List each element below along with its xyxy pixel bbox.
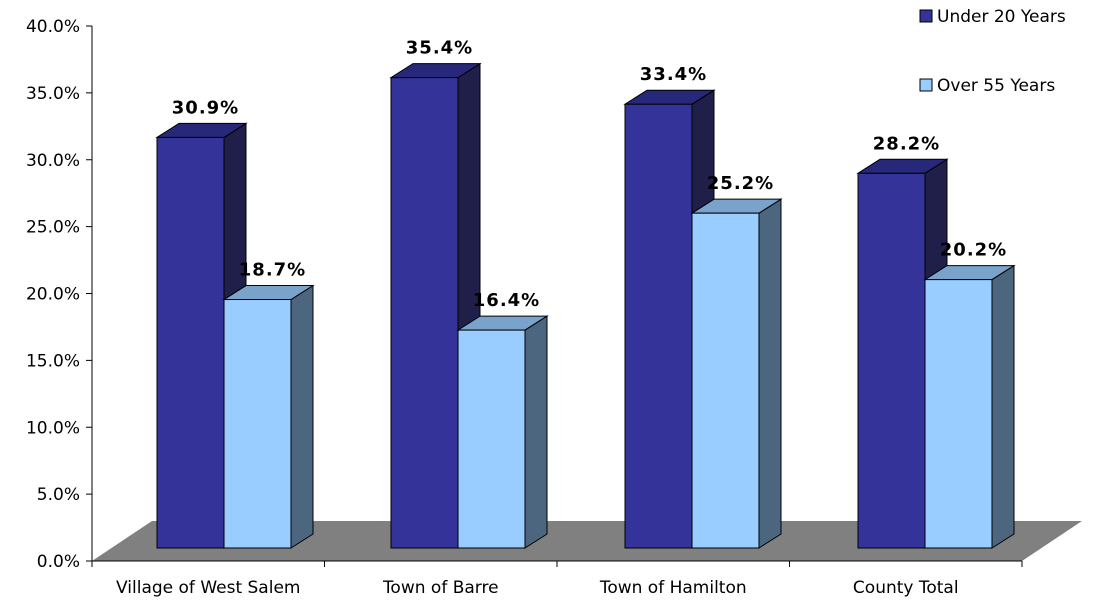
bar — [222, 284, 315, 549]
y-tick-label: 10.0% — [26, 418, 80, 438]
bar-front — [457, 329, 526, 549]
x-category-label: Village of West Salem — [116, 578, 300, 598]
y-tick-label: 15.0% — [26, 351, 80, 371]
bar-front — [857, 172, 926, 549]
y-tick-label: 5.0% — [37, 485, 80, 505]
bar — [923, 264, 1016, 549]
x-category-label: Town of Barre — [382, 578, 499, 598]
bar-front — [624, 103, 693, 549]
data-label: 18.7% — [239, 260, 306, 281]
chart-floor — [92, 521, 1082, 561]
bar-front — [924, 279, 993, 549]
x-category-label: County Total — [853, 578, 959, 598]
bar-front — [156, 136, 225, 549]
data-label: 20.2% — [940, 240, 1007, 261]
y-tick-label: 0.0% — [37, 552, 80, 572]
y-tick-label: 30.0% — [26, 151, 80, 171]
legend-swatch-over-55 — [919, 78, 933, 92]
x-category-label: Town of Hamilton — [599, 578, 747, 598]
bar-front — [223, 299, 292, 549]
bar — [155, 122, 248, 549]
data-label: 25.2% — [707, 173, 774, 194]
bar-side — [758, 198, 782, 549]
y-tick-label: 25.0% — [26, 218, 80, 238]
legend-label-over-55: Over 55 Years — [937, 76, 1055, 96]
data-label: 16.4% — [473, 290, 540, 311]
bar-side — [290, 284, 314, 549]
bar-front — [691, 212, 760, 549]
bar-side — [991, 264, 1015, 549]
y-tick-label: 35.0% — [26, 84, 80, 104]
bar — [690, 198, 783, 549]
bar — [456, 315, 549, 549]
bar-side — [524, 315, 548, 549]
data-label: 30.9% — [172, 97, 239, 118]
bar-front — [390, 77, 459, 549]
data-label: 33.4% — [640, 64, 707, 85]
data-label: 28.2% — [873, 133, 940, 154]
x-axis-ticks: Village of West Salem Town of Barre Town o… — [91, 561, 1023, 598]
bars-group: 30.9% 18.7% 35.4% 16.4% 33.4% 25.2% 28.2% 20.2% — [155, 38, 1016, 549]
bar — [389, 62, 482, 549]
y-tick-label: 20.0% — [26, 285, 80, 305]
data-label: 35.4% — [406, 38, 473, 59]
legend: Under 20 Years Over 55 Years — [919, 7, 1066, 96]
y-tick-label: 40.0% — [26, 17, 80, 37]
legend-swatch-under-20 — [919, 9, 933, 23]
y-axis-ticks: 0.0% 5.0% 10.0% 15.0% 20.0% 25.0% 30.0% 35.0% 40… — [26, 17, 92, 572]
legend-label-under-20: Under 20 Years — [937, 7, 1066, 27]
